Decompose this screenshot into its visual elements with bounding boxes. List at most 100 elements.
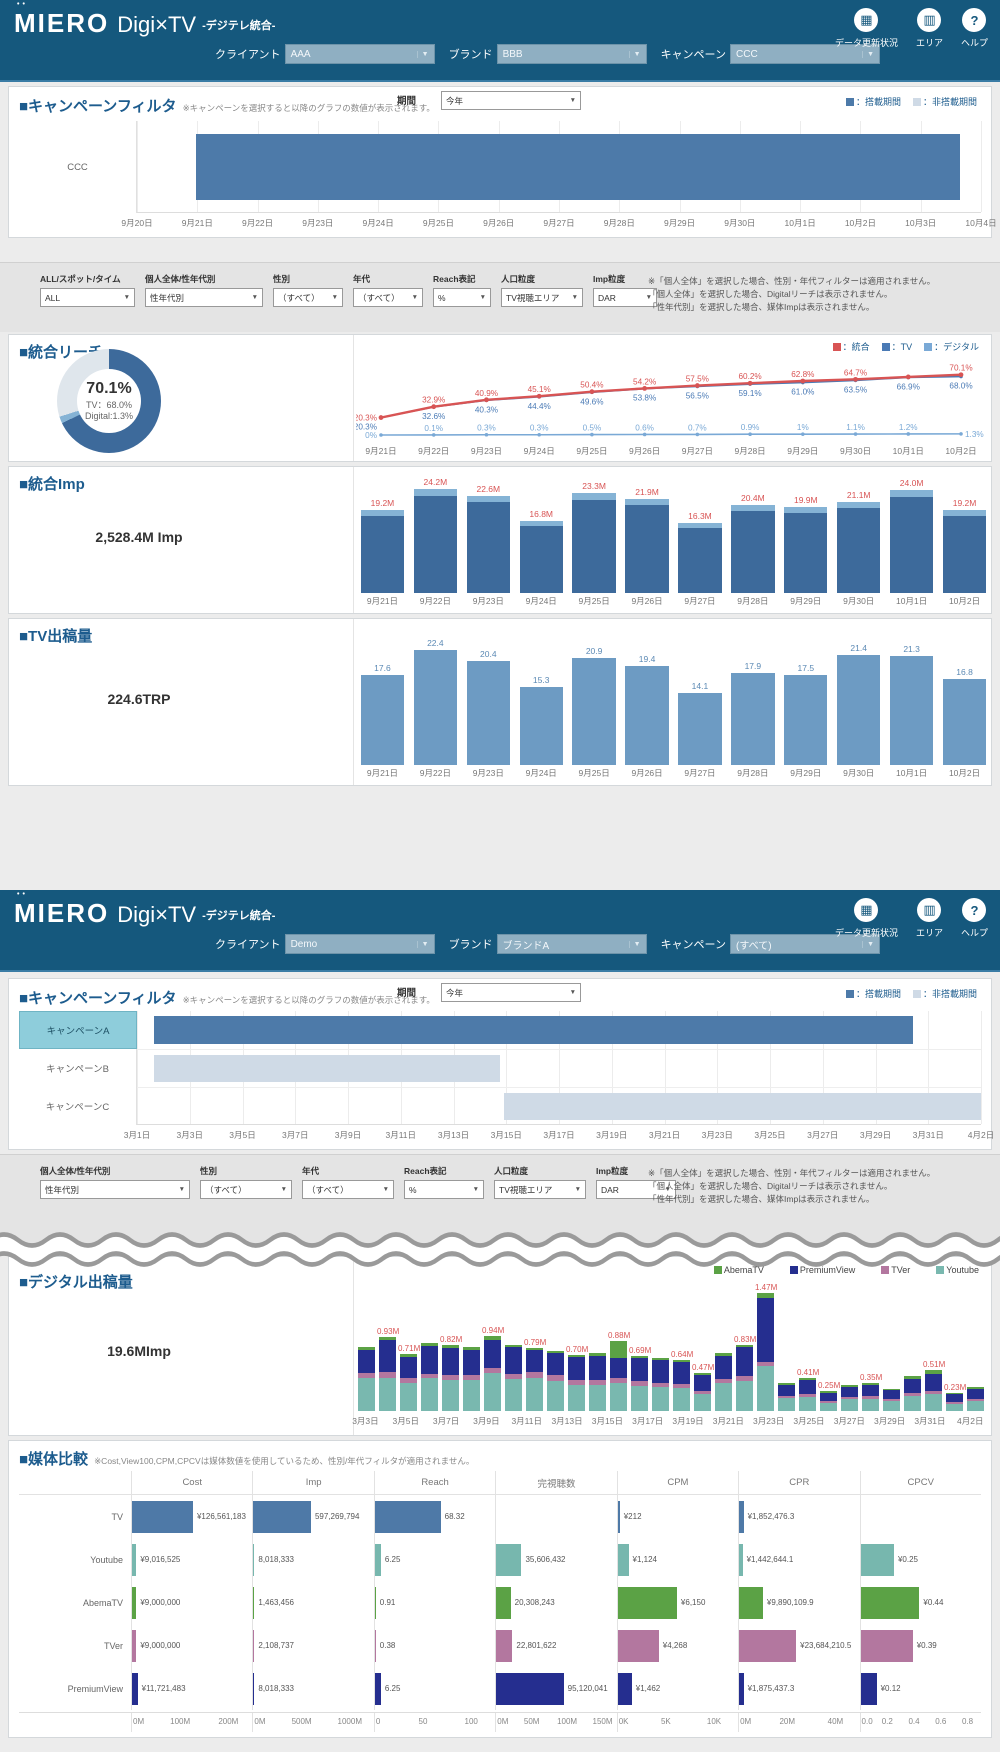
stacked-bar[interactable]: [966, 1387, 985, 1411]
header-select[interactable]: ブランドA ▼: [496, 934, 647, 954]
bar[interactable]: [889, 655, 934, 765]
bar[interactable]: [889, 489, 934, 593]
gantt-bar[interactable]: [153, 1016, 914, 1044]
gantt-bar[interactable]: [153, 1055, 500, 1082]
period-select[interactable]: 今年 ▼: [441, 91, 581, 110]
filter-select[interactable]: % ▼: [433, 288, 491, 307]
stacked-bar[interactable]: [651, 1358, 670, 1411]
bar[interactable]: [572, 658, 616, 765]
bar[interactable]: [837, 502, 881, 593]
header-select[interactable]: BBB ▼: [496, 44, 647, 64]
bar[interactable]: [572, 492, 616, 593]
bar[interactable]: [519, 520, 563, 593]
period-select[interactable]: 今年 ▼: [441, 983, 581, 1002]
stacked-bar[interactable]: [525, 1347, 544, 1411]
stacked-bar[interactable]: [504, 1344, 523, 1411]
media-bar[interactable]: [617, 1500, 620, 1533]
media-bar[interactable]: [253, 1543, 255, 1576]
stacked-bar[interactable]: [882, 1388, 901, 1411]
bar[interactable]: [731, 505, 775, 593]
nav-item-データ更新状況[interactable]: ▦ データ更新状況: [835, 8, 898, 49]
gantt-bar[interactable]: [196, 133, 960, 201]
filter-select[interactable]: % ▼: [404, 1180, 484, 1199]
media-bar[interactable]: [253, 1586, 255, 1619]
stacked-bar[interactable]: [903, 1375, 922, 1411]
stacked-bar[interactable]: [924, 1370, 943, 1411]
stacked-bar[interactable]: [777, 1383, 796, 1411]
filter-select[interactable]: DAR ▼: [593, 288, 657, 307]
bar[interactable]: [784, 675, 828, 765]
media-bar[interactable]: [860, 1672, 877, 1705]
header-select[interactable]: CCC ▼: [730, 44, 881, 64]
header-select[interactable]: Demo ▼: [284, 934, 435, 954]
stacked-bar[interactable]: [693, 1373, 712, 1411]
stacked-bar[interactable]: [819, 1391, 838, 1411]
stacked-bar[interactable]: [798, 1378, 817, 1411]
media-bar[interactable]: [374, 1586, 376, 1619]
header-select[interactable]: (すべて) ▼: [730, 934, 881, 954]
stacked-bar[interactable]: [483, 1335, 502, 1411]
media-bar[interactable]: [496, 1586, 511, 1619]
stacked-bar[interactable]: [462, 1347, 481, 1411]
stacked-bar[interactable]: [672, 1359, 691, 1411]
bar[interactable]: [466, 660, 510, 765]
gantt-row-label[interactable]: キャンペーンA: [19, 1011, 137, 1049]
media-bar[interactable]: [739, 1586, 763, 1619]
bar[interactable]: [837, 655, 881, 765]
media-bar[interactable]: [374, 1672, 381, 1705]
gantt-bar[interactable]: [504, 1093, 981, 1120]
nav-item-エリア[interactable]: ▥ エリア: [916, 898, 943, 939]
nav-item-ヘルプ[interactable]: ? ヘルプ: [961, 8, 988, 49]
stacked-bar[interactable]: [588, 1353, 607, 1411]
bar[interactable]: [466, 495, 510, 593]
stacked-bar[interactable]: [630, 1355, 649, 1411]
stacked-bar[interactable]: [420, 1343, 439, 1411]
media-bar[interactable]: [374, 1500, 441, 1533]
stacked-bar[interactable]: [441, 1345, 460, 1411]
bar[interactable]: [678, 522, 722, 593]
media-bar[interactable]: [617, 1586, 677, 1619]
media-bar[interactable]: [617, 1543, 629, 1576]
bar[interactable]: [519, 686, 563, 765]
filter-select[interactable]: 性年代別 ▼: [40, 1180, 190, 1199]
stacked-bar[interactable]: [861, 1383, 880, 1411]
filter-select[interactable]: TV視聴エリア ▼: [494, 1180, 586, 1199]
media-bar[interactable]: [132, 1500, 193, 1533]
gantt-row-label[interactable]: キャンペーンC: [19, 1087, 137, 1125]
media-bar[interactable]: [739, 1500, 744, 1533]
media-bar[interactable]: [860, 1586, 920, 1619]
bar[interactable]: [625, 665, 669, 765]
media-bar[interactable]: [253, 1629, 255, 1662]
bar[interactable]: [784, 507, 828, 593]
header-select[interactable]: AAA ▼: [284, 44, 435, 64]
media-bar[interactable]: [739, 1543, 743, 1576]
nav-item-ヘルプ[interactable]: ? ヘルプ: [961, 898, 988, 939]
nav-item-データ更新状況[interactable]: ▦ データ更新状況: [835, 898, 898, 939]
filter-select[interactable]: （すべて） ▼: [302, 1180, 394, 1199]
stacked-bar[interactable]: [609, 1340, 628, 1411]
media-bar[interactable]: [496, 1672, 564, 1705]
media-bar[interactable]: [253, 1500, 311, 1533]
media-bar[interactable]: [253, 1672, 255, 1705]
stacked-bar[interactable]: [378, 1336, 397, 1411]
media-bar[interactable]: [132, 1586, 137, 1619]
media-bar[interactable]: [132, 1672, 138, 1705]
stacked-bar[interactable]: [399, 1354, 418, 1411]
bar[interactable]: [360, 510, 405, 593]
media-bar[interactable]: [617, 1672, 632, 1705]
stacked-bar[interactable]: [567, 1355, 586, 1411]
bar[interactable]: [413, 488, 458, 593]
bar[interactable]: [678, 692, 722, 765]
filter-select[interactable]: TV視聴エリア ▼: [501, 288, 583, 307]
stacked-bar[interactable]: [546, 1351, 565, 1411]
media-bar[interactable]: [739, 1672, 744, 1705]
gantt-row-label[interactable]: キャンペーンB: [19, 1049, 137, 1087]
gantt-row-label[interactable]: CCC: [19, 121, 137, 213]
media-bar[interactable]: [617, 1629, 659, 1662]
stacked-bar[interactable]: [714, 1353, 733, 1411]
bar[interactable]: [360, 674, 405, 765]
media-bar[interactable]: [496, 1543, 522, 1576]
filter-select[interactable]: （すべて） ▼: [200, 1180, 292, 1199]
bar[interactable]: [625, 498, 669, 593]
stacked-bar[interactable]: [840, 1384, 859, 1411]
